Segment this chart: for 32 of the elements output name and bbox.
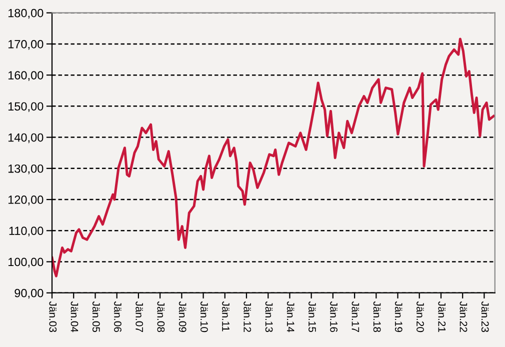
y-tick-label: 150,00	[8, 102, 44, 112]
x-tick-label: Jän.22	[460, 301, 468, 332]
x-tick-label: Jän.09	[178, 301, 186, 332]
x-tick-label: Jän.14	[286, 301, 294, 332]
x-tick-label: Jän.17	[352, 301, 360, 332]
x-tick-label: Jän.16	[330, 301, 338, 332]
y-tick-label: 110,00	[9, 226, 44, 236]
x-tick-label: Jän.12	[244, 301, 252, 332]
x-tick-label: Jän.07	[136, 301, 144, 332]
x-tick-label: Jän.15	[308, 301, 316, 332]
y-tick-label: 160,00	[8, 71, 44, 81]
x-tick-label: Jän.10	[200, 301, 208, 332]
x-tick-label: Jän.19	[394, 301, 402, 332]
y-tick-label: 100,00	[8, 258, 44, 268]
x-tick-label: Jän.03	[49, 301, 57, 332]
y-tick-label: 130,00	[8, 164, 44, 174]
y-tick-label: 140,00	[8, 133, 44, 144]
y-tick-label: 180,00	[8, 8, 44, 19]
x-tick-label: Jän.23	[481, 301, 489, 332]
y-tick-label: 90,00	[14, 288, 44, 299]
x-tick-label: Jän.05	[92, 301, 100, 332]
y-tick-label: 170,00	[8, 40, 44, 50]
x-tick-label: Jän.13	[265, 301, 273, 332]
x-tick-label: Jän.04	[70, 301, 78, 332]
x-tick-label: Jän.21	[438, 301, 446, 332]
x-tick-label: Jän.20	[416, 301, 424, 332]
line-series	[52, 38, 495, 278]
y-tick-label: 120,00	[8, 196, 44, 206]
x-tick-label: Jän.06	[114, 301, 122, 332]
x-tick-label: Jän.08	[157, 301, 165, 332]
x-tick-label: Jän.18	[373, 301, 381, 332]
x-tick-label: Jän.11	[222, 301, 230, 332]
